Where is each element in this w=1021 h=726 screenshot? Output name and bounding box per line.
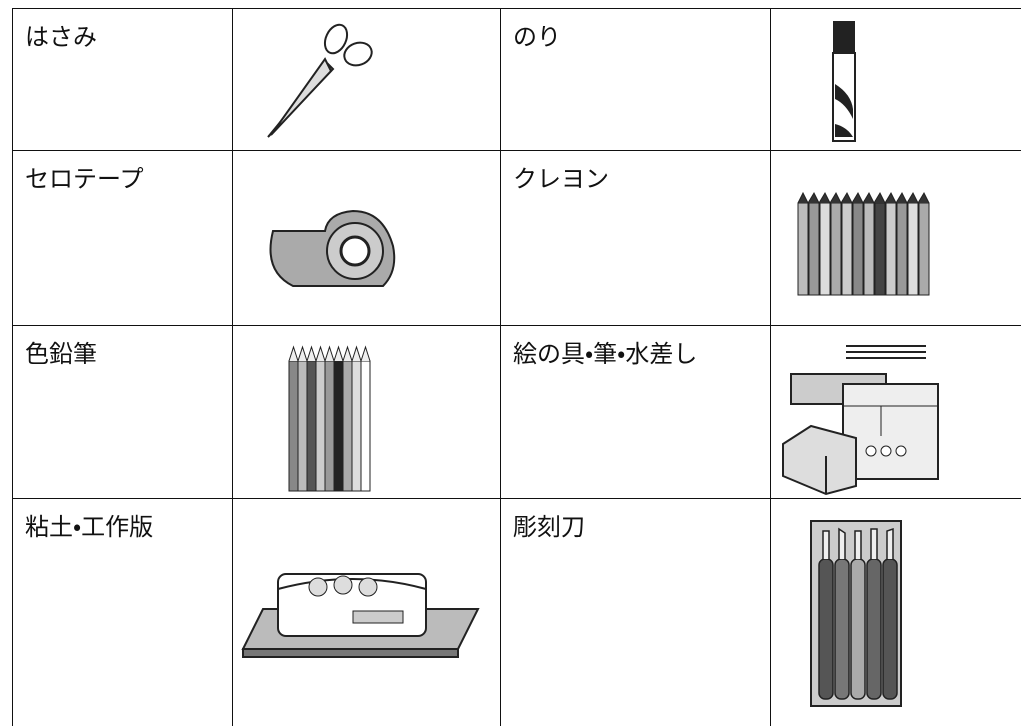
row: 粘土・工作版 彫刻刀: [12, 498, 1021, 726]
clay-icon: [241, 573, 480, 658]
image-cell: [232, 8, 501, 151]
row: セロテープ クレヨン: [12, 150, 1021, 326]
row: はさみ のり: [12, 8, 1021, 151]
image-cell: [770, 150, 1021, 326]
pencils-icon: [288, 345, 371, 492]
carving-knives-icon: [810, 520, 902, 707]
image-cell: [232, 150, 501, 326]
image-cell: [232, 325, 501, 499]
item-name: のり: [500, 8, 771, 151]
glue-icon: [832, 21, 856, 142]
item-name: 色鉛筆: [12, 325, 233, 499]
item-name: はさみ: [12, 8, 233, 151]
paint-set-icon: [782, 345, 939, 496]
image-cell: [770, 498, 1021, 726]
item-name: 粘土・工作版: [12, 498, 233, 726]
item-name: セロテープ: [12, 150, 233, 326]
table-wrap: はさみ のり セロテープ: [12, 8, 1021, 726]
item-name: クレヨン: [500, 150, 771, 326]
scissors-icon: [267, 23, 373, 138]
supplies-table: はさみ のり セロテープ: [12, 8, 1021, 726]
image-cell: [770, 325, 1021, 499]
image-cell: [232, 498, 501, 726]
item-name: 彫刻刀: [500, 498, 771, 726]
item-name: 絵の具・筆・水差し: [500, 325, 771, 499]
image-cell: [770, 8, 1021, 151]
crayons-icon: [797, 191, 930, 296]
row: 色鉛筆 絵の具・筆・水差し: [12, 325, 1021, 499]
tape-icon: [269, 209, 396, 287]
